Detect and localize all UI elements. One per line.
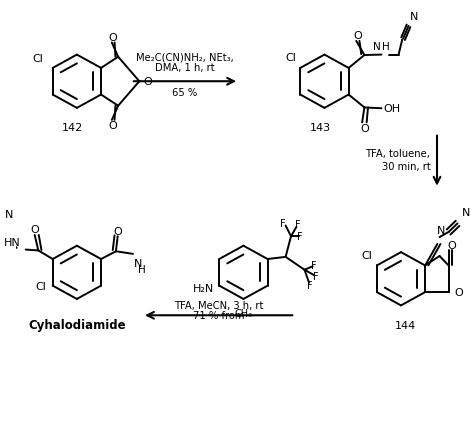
Text: Cl: Cl <box>362 251 372 261</box>
Text: Cl: Cl <box>285 53 296 63</box>
Text: N: N <box>4 210 13 220</box>
Text: Me₂C(CN)NH₂, NEt₃,: Me₂C(CN)NH₂, NEt₃, <box>136 52 234 62</box>
Text: 142: 142 <box>62 123 83 133</box>
Text: H: H <box>383 42 390 52</box>
Text: N: N <box>134 259 142 269</box>
Text: F: F <box>280 218 286 228</box>
Text: O: O <box>108 33 117 43</box>
Text: F: F <box>297 232 303 242</box>
Text: F: F <box>307 280 313 290</box>
Text: TFA, toluene,: TFA, toluene, <box>365 148 430 158</box>
Text: CH₃: CH₃ <box>234 309 253 319</box>
Text: O: O <box>30 225 39 235</box>
Text: O: O <box>143 77 152 87</box>
Text: O: O <box>455 287 464 297</box>
Text: 143: 143 <box>310 123 330 133</box>
Text: F: F <box>294 220 300 230</box>
Text: OH: OH <box>383 104 401 114</box>
Text: O: O <box>353 31 362 41</box>
Text: Cyhalodiamide: Cyhalodiamide <box>28 319 126 332</box>
Text: O: O <box>447 240 456 250</box>
Text: F: F <box>311 261 316 271</box>
Text: O: O <box>114 226 123 236</box>
Text: O: O <box>360 124 369 134</box>
Text: N: N <box>410 12 419 22</box>
Text: Cl: Cl <box>32 54 43 64</box>
Text: N: N <box>373 42 381 52</box>
Text: TFA, MeCN, 3 h, rt: TFA, MeCN, 3 h, rt <box>174 300 264 310</box>
Text: N: N <box>462 208 471 218</box>
Text: DMA, 1 h, rt: DMA, 1 h, rt <box>155 63 215 73</box>
Text: H: H <box>138 265 146 275</box>
Text: 71 % from: 71 % from <box>193 311 245 321</box>
Text: H₂N: H₂N <box>192 283 214 293</box>
Text: 30 min, rt: 30 min, rt <box>382 161 430 171</box>
Text: O: O <box>108 121 117 131</box>
Text: Cl: Cl <box>36 281 46 291</box>
Text: HN: HN <box>3 238 20 248</box>
Text: N: N <box>437 226 445 236</box>
Text: 144: 144 <box>395 320 416 330</box>
Text: 65 %: 65 % <box>172 88 198 98</box>
Text: F: F <box>313 272 319 282</box>
